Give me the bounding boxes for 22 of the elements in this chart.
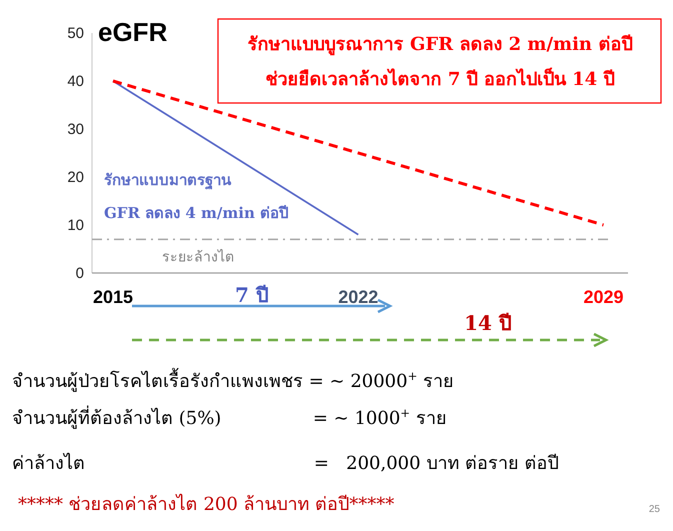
- annotation: รักษาแบบบูรณาการ GFR ลดลง 2 m/min ต่อปี: [248, 34, 632, 56]
- text: 14 ปี: [464, 311, 512, 335]
- text: จำนวนผู้ที่ต้องล้างไต (5%) = ~ 1000$^{+}$ ราย: [12, 405, 447, 429]
- text: ค่าล้างไต = 200,000 บาท ต่อราย ต่อปี: [12, 452, 559, 474]
- y-tick-label: 20: [67, 169, 84, 186]
- y-tick-label: 40: [67, 73, 84, 90]
- y-tick-label: 30: [67, 121, 84, 138]
- x-tick-label: 2015: [92, 287, 134, 307]
- y-tick-label: 50: [67, 25, 84, 42]
- text: จำนวนผู้ป่วยโรคไตเรื้อรังกำแพงเพชร = ~ 20000$^{+}$ ราย: [12, 368, 454, 392]
- y-tick-label: 10: [67, 217, 84, 234]
- y-tick-label: 0: [76, 265, 84, 282]
- text: ***** ช่วยลดค่าล้างไต 200 ล้านบาท ต่อปี*****: [18, 493, 394, 515]
- y-axis-title: eGFR: [98, 17, 168, 47]
- annotation: GFR ลดลง 4 m/min ต่อปี: [104, 204, 290, 222]
- x-tick-label: 2029: [583, 287, 624, 307]
- text: 7 ปี: [235, 283, 269, 307]
- ref-line-label: ระยะล้างไต: [162, 248, 234, 266]
- text: 25: [648, 504, 660, 515]
- x-tick-label: 2022: [338, 287, 378, 307]
- annotation: รักษาแบบมาตรฐาน: [104, 171, 232, 190]
- annotation: ช่วยยืดเวลาล้างไตจาก 7 ปี ออกไปเป็น 14 ปี: [266, 67, 614, 90]
